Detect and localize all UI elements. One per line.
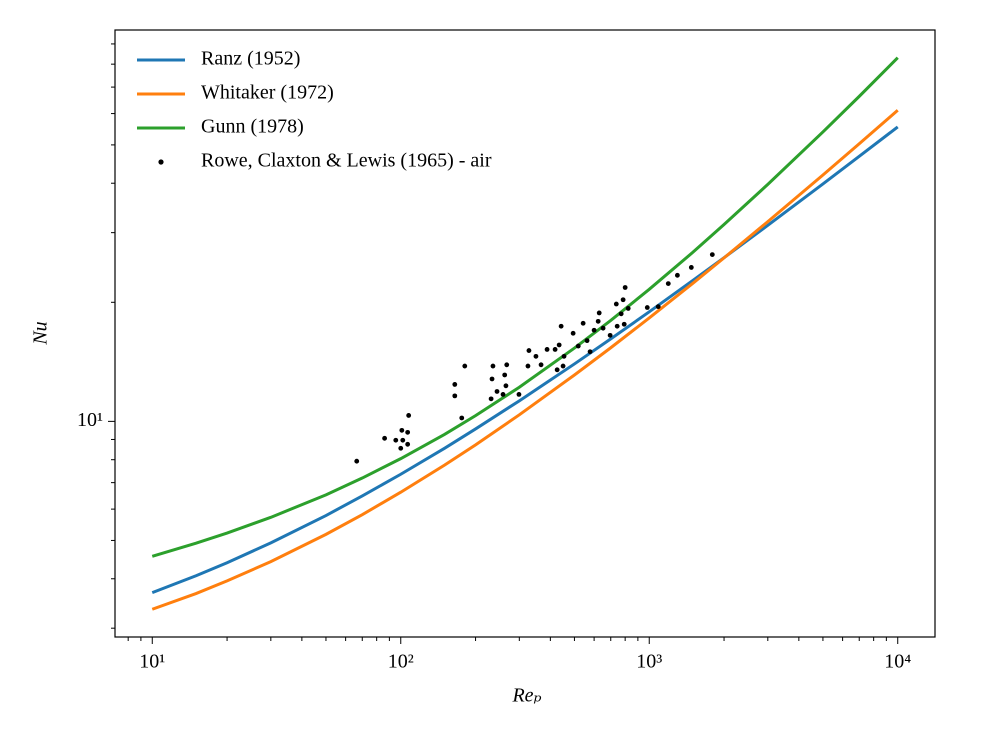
scatter-point <box>459 415 465 421</box>
legend-marker <box>158 159 164 165</box>
x-tick-label: 10⁴ <box>884 651 911 673</box>
x-tick-label: 10³ <box>636 651 662 673</box>
scatter-point <box>533 353 539 359</box>
scatter-point <box>613 301 619 307</box>
plot-frame <box>114 29 936 638</box>
y-axis-label: Nu <box>30 321 52 345</box>
scatter-point <box>665 281 671 286</box>
scatter-point <box>554 367 560 373</box>
scatter-point <box>621 321 627 327</box>
scatter-point <box>462 363 468 369</box>
scatter-point <box>406 413 412 418</box>
scatter-point <box>587 349 593 355</box>
scatter-point <box>575 343 581 349</box>
x-axis-label: Reₚ <box>511 685 541 707</box>
x-tick-label: 10² <box>388 651 414 673</box>
scatter-point <box>494 389 500 394</box>
scatter-point <box>688 265 694 270</box>
scatter-point <box>561 353 567 359</box>
scatter-point <box>526 348 532 353</box>
scatter-point <box>580 320 586 326</box>
scatter-point <box>596 310 602 316</box>
scatter-point <box>544 347 550 352</box>
line <box>151 109 899 611</box>
line <box>151 56 899 558</box>
scatter-point <box>618 311 624 317</box>
scatter-point <box>525 363 531 369</box>
scatter-point <box>452 382 458 387</box>
scatter-point <box>674 272 680 278</box>
scatter-point <box>354 458 360 464</box>
scatter-point <box>393 437 399 443</box>
scatter-point <box>552 347 558 352</box>
scatter-point <box>625 306 631 311</box>
scatter-point <box>504 362 510 368</box>
scatter-point <box>490 363 496 369</box>
scatter-point <box>622 285 628 290</box>
line <box>151 125 899 595</box>
scatter-point <box>500 391 506 397</box>
scatter-point <box>570 330 576 336</box>
legend-label: Ranz (1952) <box>201 48 300 70</box>
scatter-point <box>503 383 509 389</box>
scatter-point <box>584 338 590 344</box>
scatter-point <box>607 332 613 338</box>
scatter-point <box>405 441 411 447</box>
scatter-point <box>502 372 508 378</box>
scatter-point <box>614 323 620 329</box>
scatter-point <box>644 305 650 310</box>
scatter-point <box>405 429 411 435</box>
scatter-point <box>558 323 564 329</box>
legend-label: Whitaker (1972) <box>201 82 334 104</box>
scatter-point <box>595 318 601 324</box>
scatter-point <box>709 252 715 258</box>
scatter-point <box>600 325 606 331</box>
scatter-point <box>538 362 544 368</box>
scatter-point <box>489 376 495 382</box>
scatter-point <box>560 363 566 369</box>
scatter-point <box>400 437 406 443</box>
scatter-point <box>399 427 405 433</box>
scatter-point <box>516 391 522 397</box>
legend-label: Rowe, Claxton & Lewis (1965) - air <box>201 150 492 172</box>
scatter-point <box>382 435 388 441</box>
scatter-point <box>620 297 626 303</box>
x-tick-label: 10¹ <box>139 651 165 673</box>
scatter-point <box>591 327 597 333</box>
scatter-point <box>488 396 494 402</box>
scatter-point <box>556 342 562 348</box>
y-tick-label: 10¹ <box>77 409 103 431</box>
scatter-point <box>398 445 404 451</box>
legend-label: Gunn (1978) <box>201 116 304 138</box>
scatter-point <box>452 393 458 399</box>
scatter-point <box>655 304 661 310</box>
